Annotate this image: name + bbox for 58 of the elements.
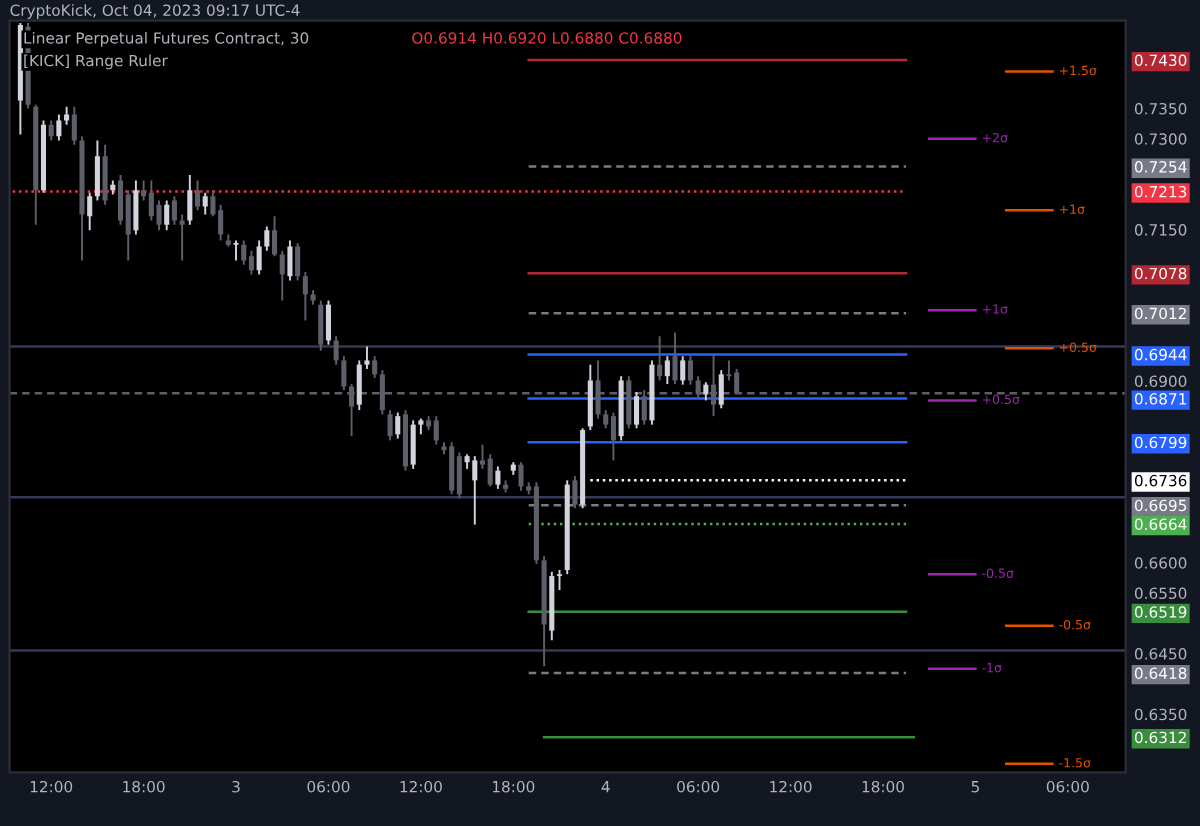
candlestick [202, 191, 208, 216]
candlestick [387, 409, 393, 442]
candlestick [279, 249, 285, 302]
candlestick [187, 174, 193, 226]
candlestick [472, 455, 478, 526]
candlestick [333, 335, 339, 366]
candlestick [64, 105, 70, 126]
candlestick [233, 239, 239, 262]
candlestick [71, 105, 77, 146]
candlestick [672, 331, 678, 386]
candlestick [395, 411, 401, 440]
candlestick [372, 355, 378, 379]
candlestick [610, 411, 616, 462]
candlestick [449, 441, 455, 496]
candlestick [56, 113, 62, 142]
candlestick [241, 239, 247, 266]
candlestick [133, 179, 139, 236]
candlestick [102, 143, 108, 206]
candlestick [156, 199, 162, 232]
candlestick [302, 271, 308, 322]
candlestick [572, 475, 578, 510]
candlestick [179, 213, 185, 262]
candlestick [341, 355, 347, 392]
candlestick [356, 359, 362, 412]
candlestick [264, 225, 270, 252]
candlestick [287, 239, 293, 282]
candlestick [456, 451, 462, 500]
candlestick [433, 415, 439, 446]
candlestick [325, 299, 331, 346]
candlestick [556, 569, 563, 591]
candlestick [657, 335, 663, 382]
candlestick [125, 189, 131, 262]
candlestick [256, 239, 262, 276]
candlestick [194, 179, 201, 212]
candlestick [680, 355, 686, 386]
candlestick [218, 203, 224, 242]
candlestick [718, 369, 724, 410]
candlestick [117, 174, 124, 226]
candlestick [164, 199, 170, 232]
candlestick [94, 139, 100, 202]
candlestick [664, 355, 670, 386]
candlestick [248, 249, 254, 276]
candlestick [171, 195, 177, 226]
candlestick [587, 363, 593, 432]
candlestick [487, 453, 493, 488]
candlestick [272, 215, 278, 258]
candlestick [410, 419, 416, 470]
candlestick [495, 465, 501, 490]
candlestick [703, 381, 709, 402]
candlestick [364, 345, 370, 370]
candlestick [295, 241, 301, 282]
candlestick [687, 355, 693, 386]
candlestick [87, 191, 93, 232]
candlestick [518, 461, 524, 492]
candlestick [48, 119, 54, 142]
candlestick [318, 299, 324, 352]
candlestick [148, 179, 154, 222]
candlestick [633, 390, 640, 430]
